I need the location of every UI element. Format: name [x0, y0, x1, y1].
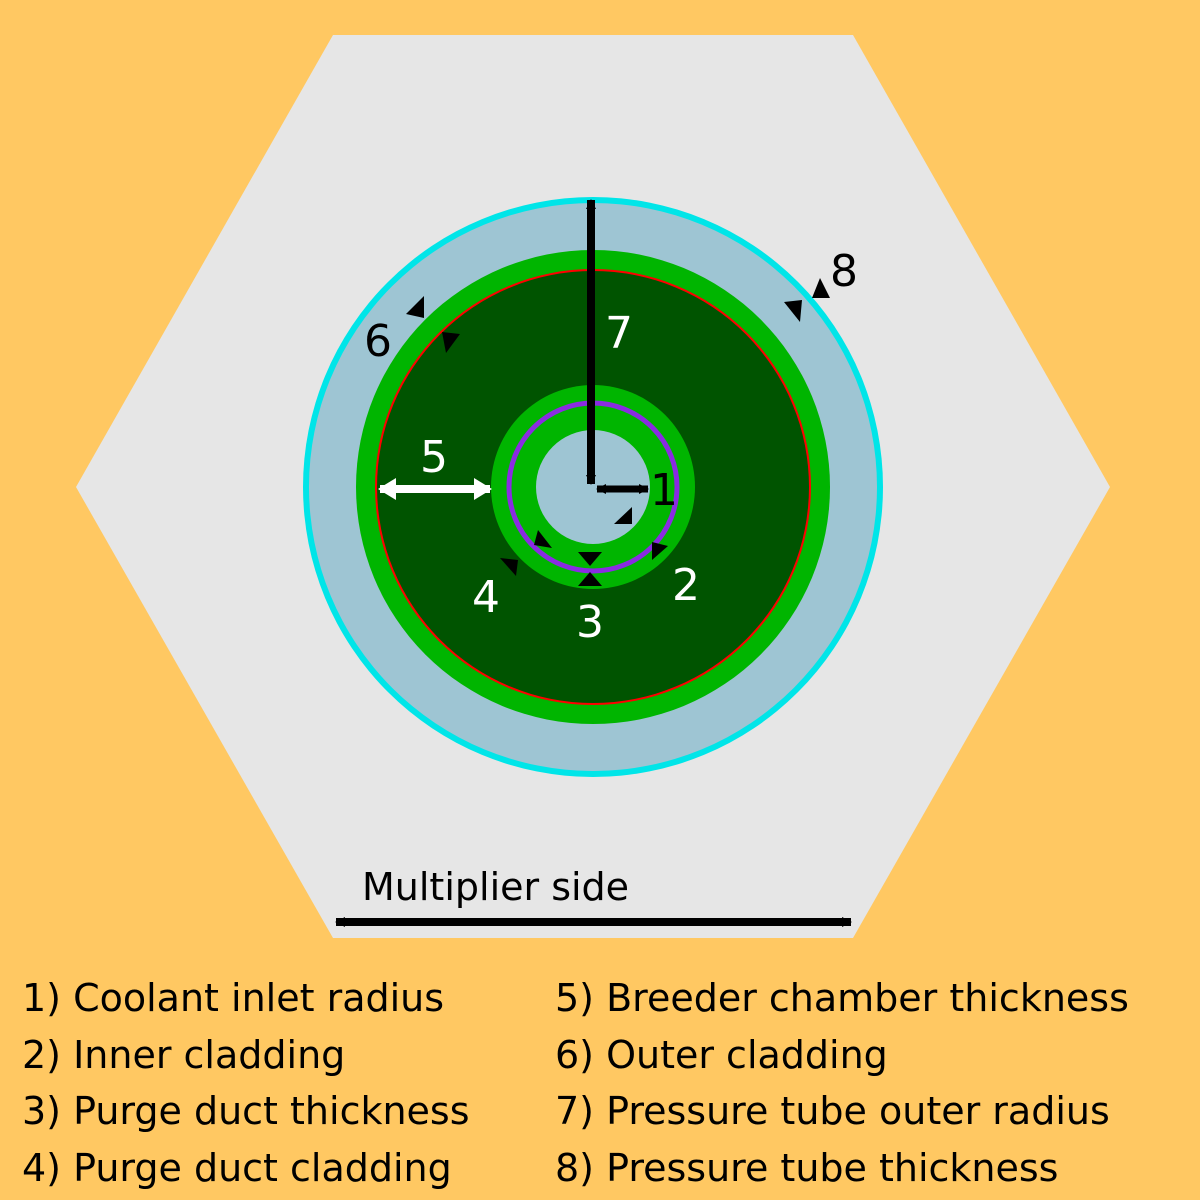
label-7: 7: [605, 308, 633, 359]
dim-3-pointers: [578, 552, 602, 586]
label-5: 5: [420, 432, 448, 483]
legend-left: 1) Coolant inlet radius 2) Inner claddin…: [22, 970, 470, 1196]
legend-item: 5) Breeder chamber thickness: [555, 976, 1129, 1020]
dim-2-pointers: [614, 507, 668, 560]
coolant-inlet: [536, 430, 650, 544]
dim-4-pointers: [500, 530, 552, 576]
legend-item: 8) Pressure tube thickness: [555, 1145, 1059, 1190]
legend-item: 2) Inner cladding: [22, 1032, 346, 1077]
label-2: 2: [672, 560, 700, 611]
breeder-pin-cross-section: 7 1 5 2 3 4 6 8 Multiplier side: [76, 35, 1110, 938]
dim-5-arrowhead-right: [474, 478, 492, 500]
legend-item: 3) Purge duct thickness: [22, 1089, 470, 1133]
label-1: 1: [650, 465, 678, 516]
legend-item: 6) Outer cladding: [555, 1032, 888, 1077]
legend-item: 7) Pressure tube outer radius: [555, 1089, 1110, 1133]
legend-right: 5) Breeder chamber thickness 6) Outer cl…: [555, 970, 1129, 1196]
dim-6-pointers: [406, 296, 460, 353]
label-4: 4: [472, 572, 500, 623]
dim-8-pointers: [784, 278, 830, 322]
label-8: 8: [830, 246, 858, 297]
legend-item: 4) Purge duct cladding: [22, 1145, 452, 1190]
legend-item: 1) Coolant inlet radius: [22, 976, 445, 1020]
label-6: 6: [364, 316, 392, 367]
dim-5-arrowhead-left: [378, 478, 396, 500]
multiplier-side-label: Multiplier side: [362, 865, 629, 909]
label-3: 3: [576, 597, 604, 648]
